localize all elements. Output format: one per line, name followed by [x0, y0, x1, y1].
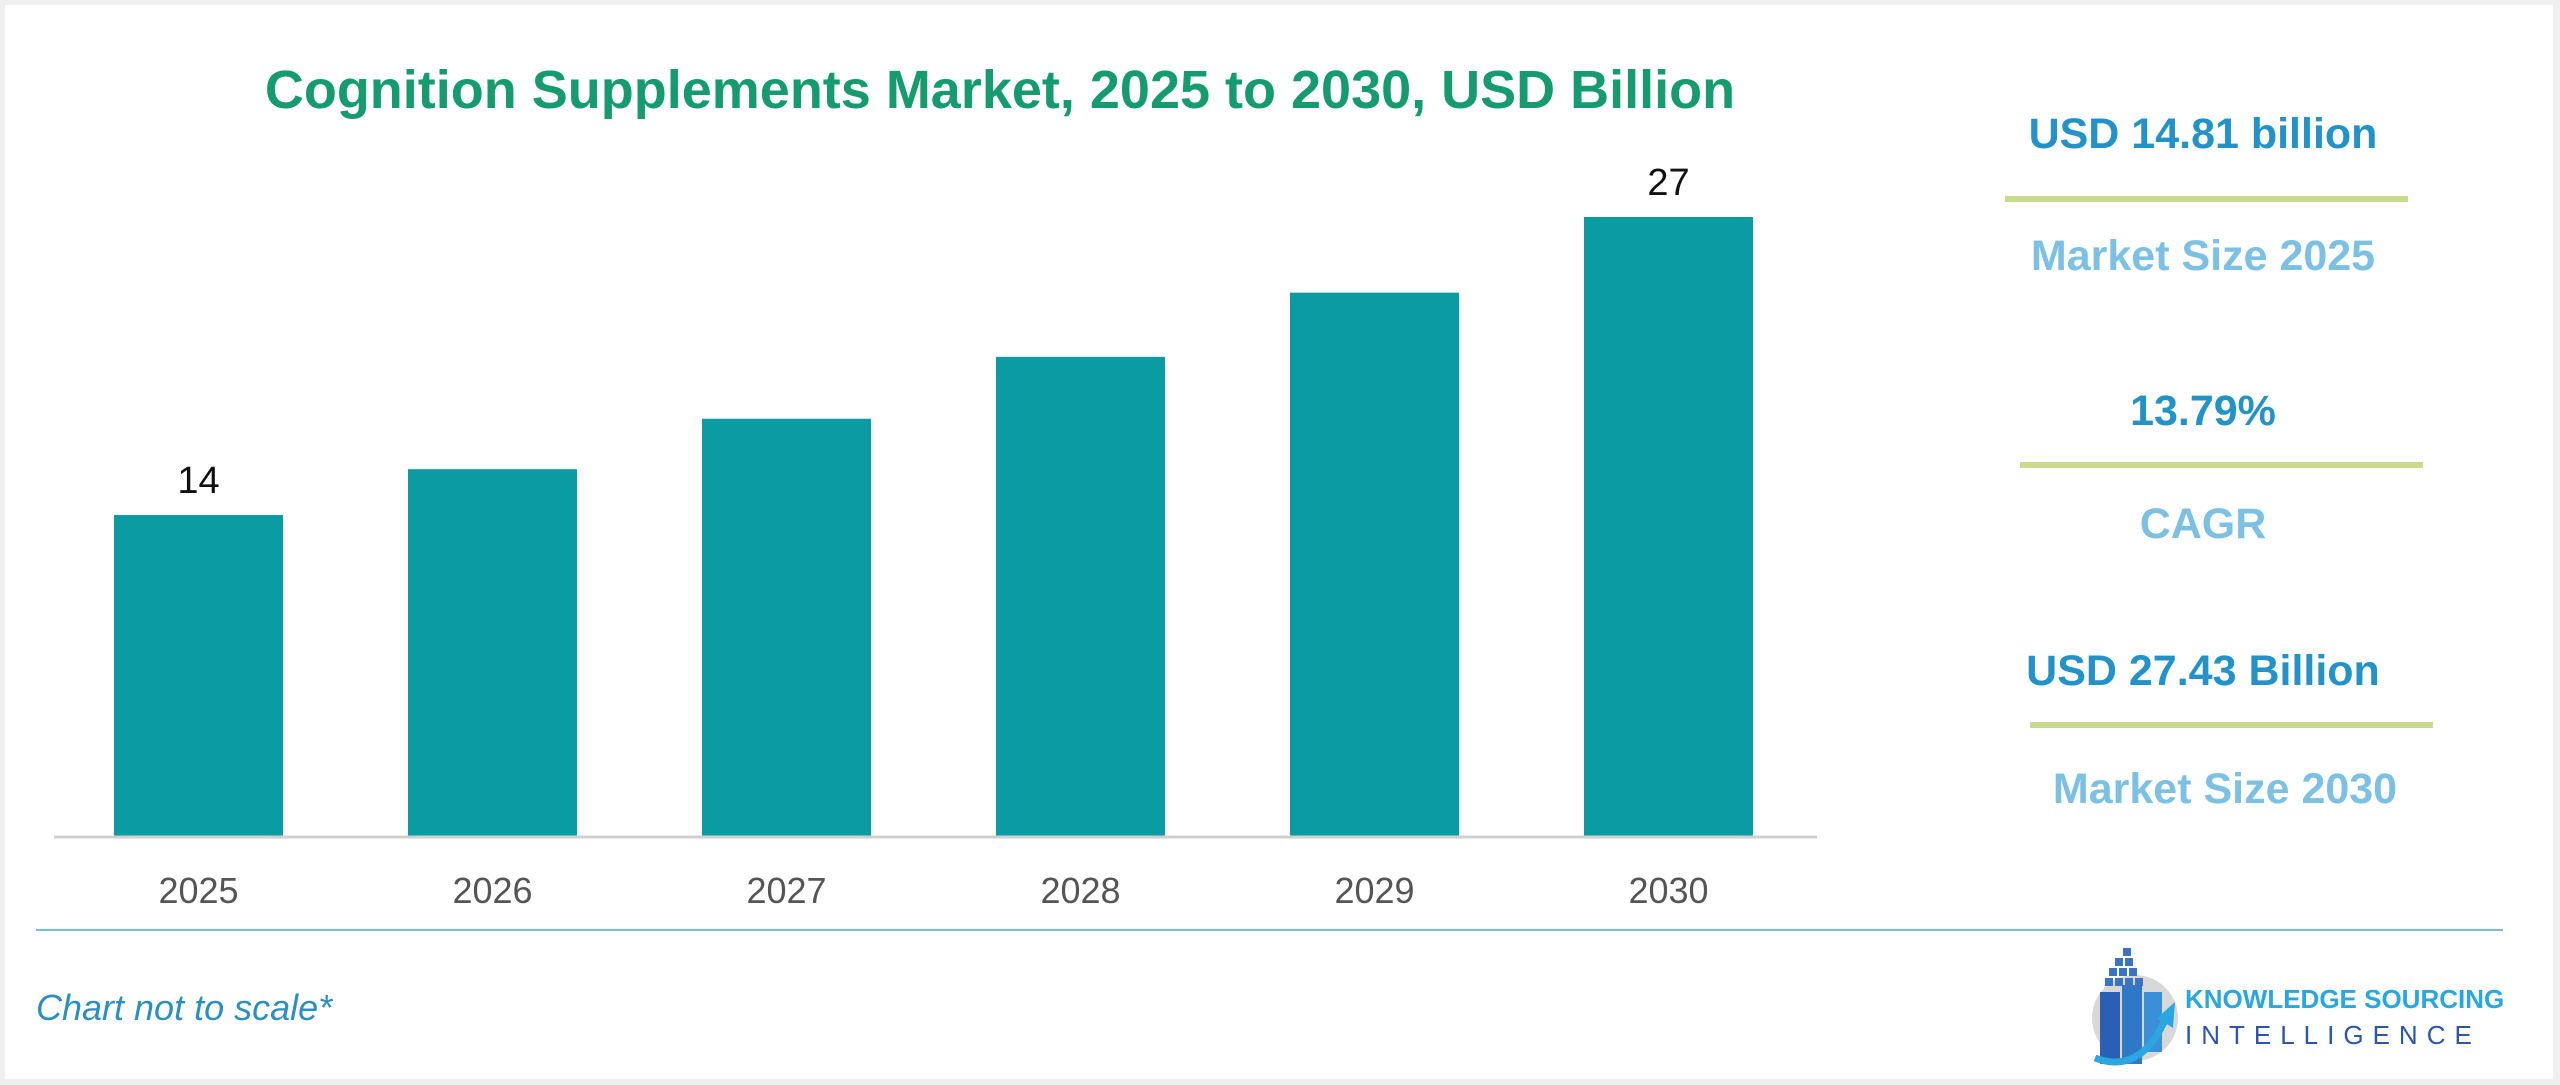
divider	[2030, 722, 2433, 728]
divider	[2005, 196, 2408, 202]
bar-2027	[702, 418, 871, 836]
x-tick-label-2030: 2030	[1628, 870, 1708, 911]
logo-text-line2: INTELLIGENCE	[2185, 1020, 2481, 1050]
stat-market-size-2025-label: Market Size 2025	[2030, 232, 2376, 280]
footer-separator	[36, 929, 2503, 931]
data-label-2030: 27	[1647, 162, 1689, 204]
stat-market-size-2025-value: USD 14.81 billion	[2028, 110, 2378, 158]
bar-2030	[1584, 217, 1753, 836]
x-tick-label-2028: 2028	[1040, 870, 1120, 911]
logo-icon	[2092, 948, 2178, 1066]
logo-text-line1: KNOWLEDGE SOURCING	[2185, 984, 2505, 1014]
bar-2025	[114, 515, 283, 836]
bar-2028	[996, 356, 1165, 836]
footnote: Chart not to scale*	[36, 987, 333, 1028]
x-tick-label-2029: 2029	[1334, 870, 1414, 911]
stat-cagr-value: 13.79%	[2130, 387, 2276, 435]
x-tick-label-2026: 2026	[452, 870, 532, 911]
bar-chart: 2025 14 2026 2027 2028 2029 2030 27	[54, 162, 1817, 911]
x-tick-label-2027: 2027	[746, 870, 826, 911]
stat-market-size-2030-label: Market Size 2030	[2052, 765, 2398, 813]
bar-2029	[1290, 292, 1459, 837]
data-label-2025: 14	[177, 460, 219, 502]
divider	[2020, 462, 2423, 468]
stat-market-size-2030-value: USD 27.43 Billion	[2026, 647, 2380, 695]
bar-2026	[408, 469, 577, 836]
x-tick-label-2025: 2025	[158, 870, 238, 911]
stat-cagr-label: CAGR	[2139, 500, 2267, 548]
chart-title: Cognition Supplements Market, 2025 to 20…	[264, 60, 1736, 120]
